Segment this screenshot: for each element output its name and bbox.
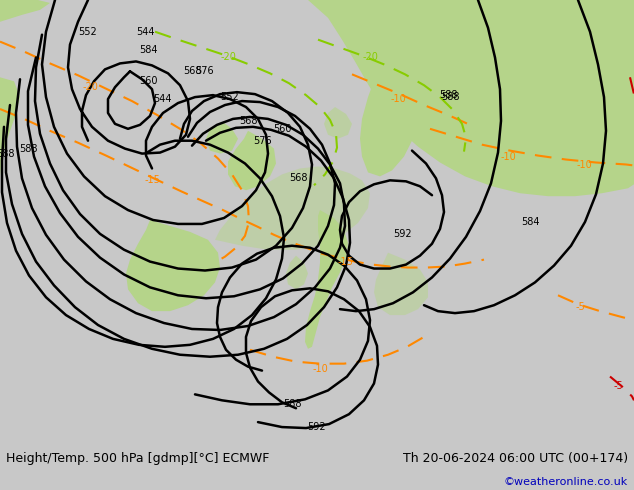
Text: -15: -15 bbox=[337, 257, 353, 267]
Text: -5: -5 bbox=[613, 381, 623, 392]
Text: 552: 552 bbox=[79, 27, 98, 37]
Text: 584: 584 bbox=[521, 217, 540, 227]
Polygon shape bbox=[206, 123, 238, 153]
Polygon shape bbox=[400, 0, 634, 93]
Text: -20: -20 bbox=[362, 52, 378, 62]
Text: 584: 584 bbox=[139, 45, 157, 54]
Text: -5: -5 bbox=[575, 302, 585, 312]
Text: 592: 592 bbox=[392, 229, 411, 239]
Text: 588: 588 bbox=[19, 144, 37, 154]
Polygon shape bbox=[286, 256, 308, 289]
Text: 568: 568 bbox=[288, 173, 307, 183]
Text: 588: 588 bbox=[0, 148, 14, 159]
Text: 544: 544 bbox=[153, 94, 171, 104]
Text: 588: 588 bbox=[439, 90, 457, 100]
Text: 544: 544 bbox=[136, 27, 154, 37]
Polygon shape bbox=[228, 131, 276, 190]
Text: 588: 588 bbox=[441, 92, 459, 102]
Text: 568: 568 bbox=[239, 116, 257, 126]
Text: Height/Temp. 500 hPa [gdmp][°C] ECMWF: Height/Temp. 500 hPa [gdmp][°C] ECMWF bbox=[6, 452, 269, 465]
Text: -10: -10 bbox=[500, 151, 516, 162]
Text: ©weatheronline.co.uk: ©weatheronline.co.uk bbox=[503, 477, 628, 487]
Text: 576: 576 bbox=[196, 66, 214, 76]
Text: -10: -10 bbox=[390, 94, 406, 104]
Text: -10: -10 bbox=[312, 364, 328, 373]
Text: 560: 560 bbox=[139, 76, 157, 86]
Text: 552: 552 bbox=[221, 92, 240, 102]
Text: 588: 588 bbox=[283, 399, 301, 409]
Text: -20: -20 bbox=[82, 82, 98, 92]
Polygon shape bbox=[374, 253, 428, 315]
Polygon shape bbox=[308, 0, 634, 196]
Text: 592: 592 bbox=[307, 422, 325, 432]
Text: 576: 576 bbox=[253, 136, 271, 146]
Polygon shape bbox=[305, 210, 348, 349]
Text: 560: 560 bbox=[273, 124, 291, 134]
Polygon shape bbox=[215, 167, 370, 250]
Polygon shape bbox=[360, 0, 426, 176]
Text: -20: -20 bbox=[220, 52, 236, 62]
Text: Th 20-06-2024 06:00 UTC (00+174): Th 20-06-2024 06:00 UTC (00+174) bbox=[403, 452, 628, 465]
Polygon shape bbox=[0, 0, 20, 176]
Polygon shape bbox=[126, 220, 220, 311]
Text: -15: -15 bbox=[144, 175, 160, 185]
Text: 568: 568 bbox=[183, 66, 201, 76]
Polygon shape bbox=[0, 0, 50, 22]
Polygon shape bbox=[324, 107, 352, 139]
Text: -10: -10 bbox=[576, 161, 592, 171]
